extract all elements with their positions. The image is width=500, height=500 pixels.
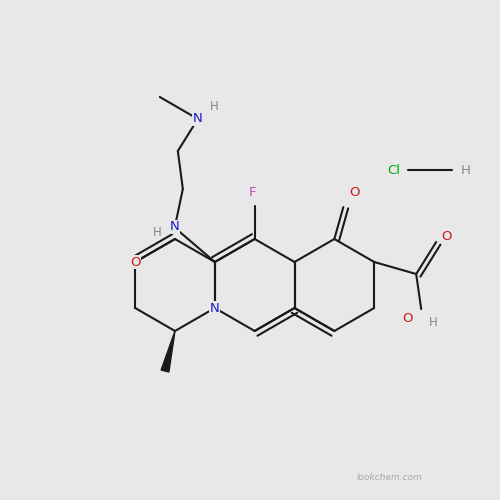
Text: N: N bbox=[193, 112, 202, 126]
Text: H: H bbox=[429, 316, 438, 330]
Text: O: O bbox=[349, 186, 360, 200]
Text: lookchem.com: lookchem.com bbox=[357, 474, 423, 482]
Text: O: O bbox=[130, 256, 140, 268]
Text: Cl: Cl bbox=[388, 164, 400, 176]
Polygon shape bbox=[161, 331, 175, 372]
Text: O: O bbox=[441, 230, 452, 242]
Text: H: H bbox=[461, 164, 471, 176]
Text: N: N bbox=[210, 302, 220, 314]
Text: N: N bbox=[170, 220, 179, 234]
Text: H: H bbox=[152, 226, 161, 238]
Text: H: H bbox=[210, 100, 218, 114]
Text: O: O bbox=[402, 312, 412, 326]
Text: F: F bbox=[249, 186, 256, 200]
